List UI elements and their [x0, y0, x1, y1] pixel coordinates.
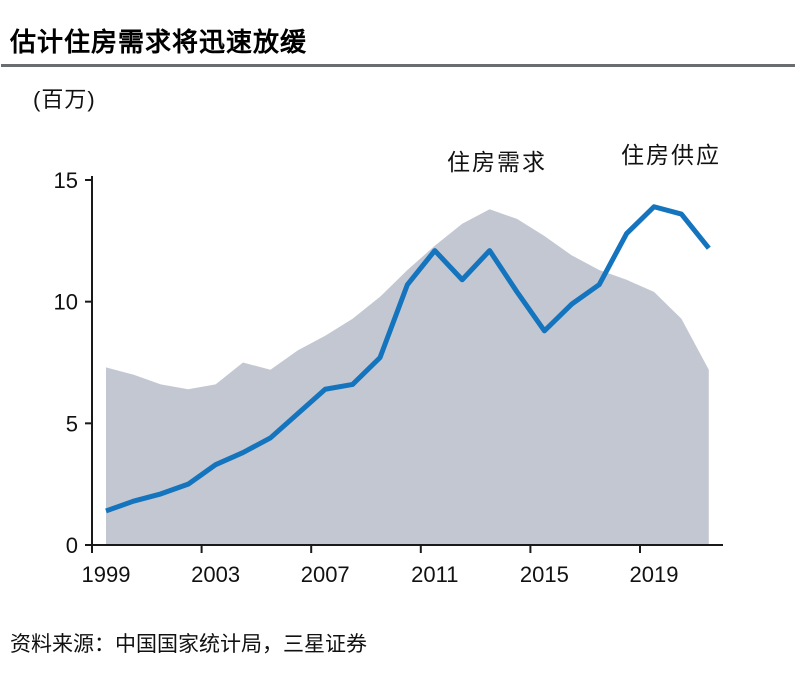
y-tick-label: 10 — [54, 290, 78, 315]
x-tick-label: 2003 — [191, 562, 240, 587]
housing-demand-area — [106, 209, 709, 545]
x-tick-label: 2019 — [630, 562, 679, 587]
x-tick-label: 2011 — [411, 562, 458, 587]
title-divider — [1, 64, 795, 67]
source-note: 资料来源：中国国家统计局，三星证券 — [10, 633, 367, 656]
x-tick-label: 1999 — [82, 562, 131, 587]
x-tick-label: 2015 — [520, 562, 569, 587]
series-label-housing-supply: 住房供应 — [621, 142, 721, 168]
chart-title: 估计住房需求将迅速放缓 — [10, 27, 308, 57]
y-tick-label: 0 — [66, 533, 78, 558]
series-label-housing-demand: 住房需求 — [447, 149, 547, 175]
housing-supply-line — [105, 204, 711, 514]
x-tick-label: 2007 — [301, 562, 350, 587]
y-tick-label: 5 — [66, 411, 78, 436]
y-axis-unit-label: (百万) — [33, 87, 96, 112]
y-tick-label: 15 — [54, 168, 78, 193]
